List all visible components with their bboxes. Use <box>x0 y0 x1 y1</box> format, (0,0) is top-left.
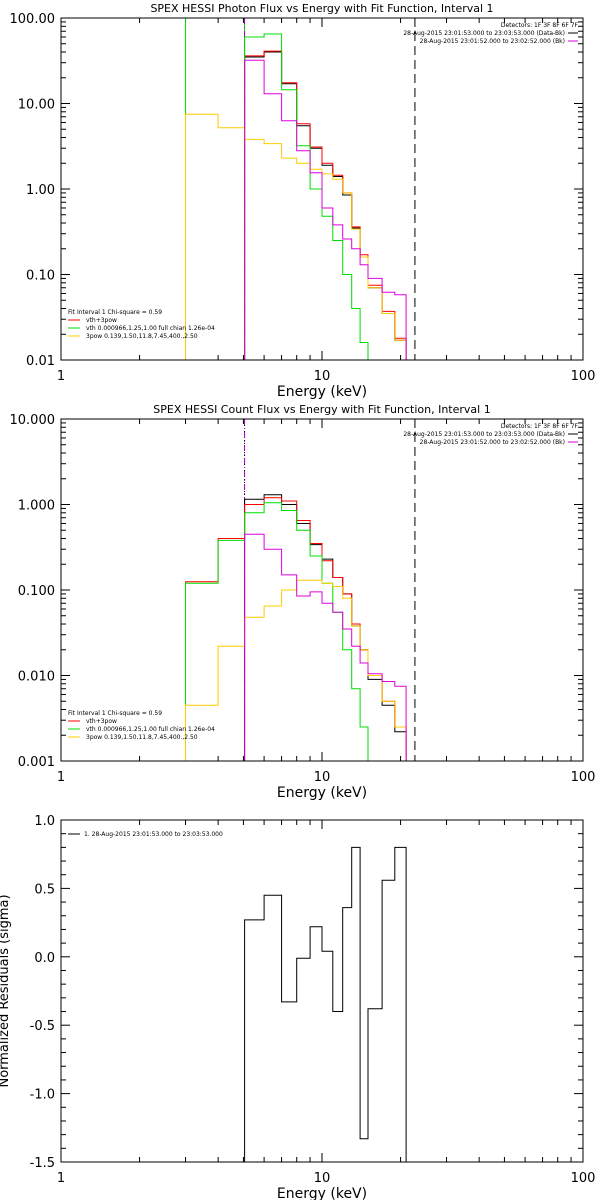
y-tick-label: 1.000 <box>18 499 55 514</box>
plot-area <box>185 18 416 360</box>
y-tick-label: 10.000 <box>10 413 56 428</box>
series-line-1 <box>244 51 407 360</box>
x-tick-label: 10 <box>314 770 331 785</box>
x-tick-label: 100 <box>571 770 596 785</box>
x-ticks: 1 10 100 <box>57 419 596 785</box>
y-ticks: 0.001 0.010 0.100 1.000 10.000 <box>10 413 583 770</box>
series-line-5 <box>244 59 407 360</box>
y-tick-label: 0.001 <box>18 755 55 770</box>
legend-entry: 3pow 0.139,1.50,11.8,7.45,400.,2.50 <box>86 333 198 340</box>
x-ticks: 1 10 100 <box>57 820 596 1186</box>
chart-panel-1: SPEX HESSI Photon Flux vs Energy with Fi… <box>10 2 596 400</box>
y-tick-label: 0.5 <box>34 882 55 897</box>
series-line-1 <box>244 846 407 1162</box>
legend-entry: vth 0.000966,1.25,1.00 full chian 1.26e-… <box>86 726 215 733</box>
detectors-label: Detectors: 1F 3F 8F 6F 7F <box>501 22 579 29</box>
plot-frame <box>60 418 584 762</box>
y-ticks: 0.01 0.10 1.00 10.00 100.00 <box>10 12 583 369</box>
right-legend-entry: 28-Aug-2015 23:01:53.000 to 23:03:53.000… <box>403 30 565 37</box>
y-tick-label: 0.010 <box>18 670 55 685</box>
x-tick-label: 1 <box>57 1171 65 1186</box>
legend-header: Fit Interval 1 Chi-square = 0.59 <box>68 309 162 316</box>
legend-entry: 1. 28-Aug-2015 23:01:53.000 to 23:03:53.… <box>84 831 223 838</box>
series-line-2 <box>244 50 407 360</box>
y-tick-label: -1.5 <box>30 1156 55 1171</box>
y-tick-label: 100.00 <box>10 12 56 27</box>
legend-entry: 3pow 0.139,1.50,11.8,7.45,400.,2.50 <box>86 734 198 741</box>
x-tick-label: 100 <box>571 369 596 384</box>
plot-frame <box>60 819 584 1163</box>
right-legend-entry: 28-Aug-2015 23:01:53.000 to 23:03:53.000… <box>403 431 565 438</box>
y-axis-label: Normalized Residuals (sigma) <box>0 894 12 1087</box>
legend-entry: vth+3pow <box>86 718 117 725</box>
legend-entry: vth 0.000966,1.25,1.00 full chian 1.26e-… <box>86 325 215 332</box>
y-tick-label: 0.10 <box>26 269 55 284</box>
y-tick-label: 10.00 <box>18 98 55 113</box>
right-legend-entry: 28-Aug-2015 23:01:52.000 to 23:02:52.000… <box>420 439 565 446</box>
legend: Fit Interval 1 Chi-square = 0.59vth+3pow… <box>68 309 215 340</box>
x-tick-label: 1 <box>57 369 65 384</box>
series-line-5 <box>244 533 407 761</box>
series-line-4 <box>185 113 407 360</box>
y-tick-label: 0.100 <box>18 584 55 599</box>
y-tick-label: 1.0 <box>34 814 55 829</box>
y-tick-label: -1.0 <box>30 1088 55 1103</box>
x-tick-label: 1 <box>57 770 65 785</box>
x-axis-label: Energy (keV) <box>277 785 367 801</box>
y-tick-label: 0.01 <box>26 354 55 369</box>
legend: 1. 28-Aug-2015 23:01:53.000 to 23:03:53.… <box>68 831 223 838</box>
plot-area <box>185 419 416 761</box>
legend-entry: vth+3pow <box>86 317 117 324</box>
legend: Fit Interval 1 Chi-square = 0.59vth+3pow… <box>68 710 215 741</box>
legend-header: Fit Interval 1 Chi-square = 0.59 <box>68 710 162 717</box>
y-tick-label: 0.0 <box>34 951 55 966</box>
chart-title: SPEX HESSI Count Flux vs Energy with Fit… <box>153 403 490 416</box>
series-line-3 <box>185 502 383 761</box>
x-axis-label: Energy (keV) <box>277 384 367 400</box>
y-tick-label: 1.00 <box>26 183 55 198</box>
x-tick-label: 100 <box>571 1171 596 1186</box>
x-axis-label: Energy (keV) <box>277 1186 367 1200</box>
right-legend-entry: 28-Aug-2015 23:01:52.000 to 23:02:52.000… <box>420 38 565 45</box>
y-tick-label: -0.5 <box>30 1019 55 1034</box>
series-line-1 <box>244 494 407 761</box>
detectors-label: Detectors: 1F 3F 8F 6F 7F <box>501 423 579 430</box>
x-tick-label: 10 <box>314 369 331 384</box>
plot-area <box>244 846 407 1162</box>
plot-frame <box>60 17 584 361</box>
chart-panel-3: 1 10 100 -1.5 -1.0 -0.5 0.0 0.5 1.0 Energy (keV) N… <box>0 814 595 1200</box>
chart-panel-2: SPEX HESSI Count Flux vs Energy with Fit… <box>10 403 596 801</box>
chart-title: SPEX HESSI Photon Flux vs Energy with Fi… <box>150 2 493 15</box>
series-line-4 <box>185 579 407 761</box>
series-line-3 <box>244 33 369 360</box>
x-tick-label: 10 <box>314 1171 331 1186</box>
y-ticks: -1.5 -1.0 -0.5 0.0 0.5 1.0 <box>30 814 583 1171</box>
